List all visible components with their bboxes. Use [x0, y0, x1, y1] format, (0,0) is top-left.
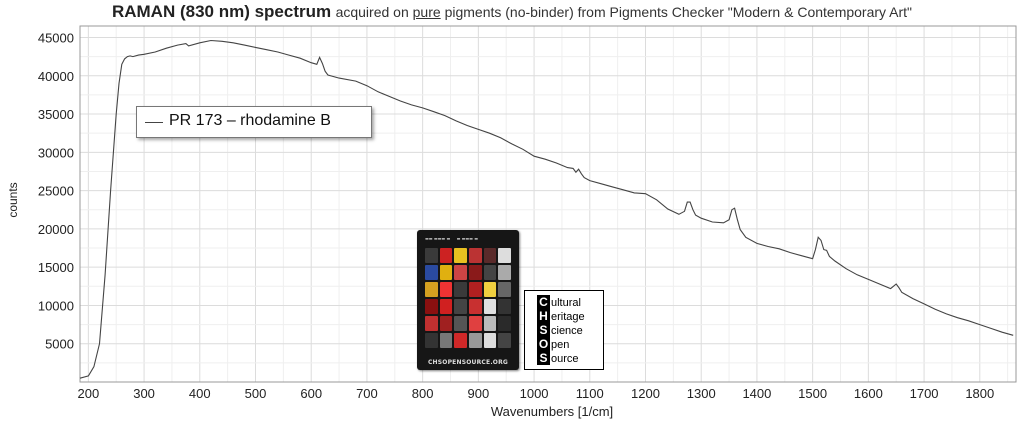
checker-swatch	[498, 333, 511, 348]
checker-swatch	[425, 248, 438, 263]
x-tick-label: 1800	[965, 386, 994, 401]
checker-swatch	[439, 265, 453, 280]
x-tick-label: 600	[300, 386, 322, 401]
x-tick-label: 500	[245, 386, 267, 401]
checker-swatch	[498, 316, 511, 331]
checker-swatch	[498, 282, 511, 297]
x-tick-label: 200	[78, 386, 100, 401]
checker-swatch	[469, 282, 482, 297]
legend: PR 173 – rhodamine B	[136, 106, 372, 138]
y-tick-label: 10000	[38, 298, 74, 313]
checker-swatch	[469, 248, 482, 263]
checker-swatch	[439, 282, 453, 297]
x-tick-label: 1200	[631, 386, 660, 401]
legend-label: PR 173 – rhodamine B	[169, 112, 331, 129]
y-tick-label: 20000	[38, 222, 74, 237]
checker-swatch	[425, 316, 438, 331]
checker-swatch	[454, 282, 467, 297]
y-tick-label: 25000	[38, 184, 74, 199]
title-sub: acquired on pure pigments (no-binder) fr…	[336, 4, 912, 20]
x-tick-label: 1600	[854, 386, 883, 401]
checker-swatch	[483, 248, 497, 263]
checker-swatch	[439, 248, 453, 263]
checker-swatch	[454, 316, 467, 331]
x-axis-ticks: 200 300 400 500 600 700 800 900 1000 1100 1200 1300…	[78, 386, 995, 401]
y-tick-label: 30000	[38, 145, 74, 160]
y-axis-label: counts	[6, 182, 20, 217]
x-tick-label: 1000	[520, 386, 549, 401]
checker-swatch	[454, 299, 467, 314]
checker-swatch	[483, 316, 497, 331]
x-tick-label: 700	[356, 386, 378, 401]
checker-swatch	[425, 333, 438, 348]
series-line-rhodamine-b	[79, 39, 1014, 379]
checker-header: ▬▬ ▬▬▬ ▬ ▬ ▬▬▬ ▬	[425, 236, 479, 241]
y-axis-ticks: 5000 10000 15000 20000 25000 30000 35000 40000 4…	[38, 30, 74, 351]
x-tick-label: 1700	[910, 386, 939, 401]
x-tick-label: 1500	[798, 386, 827, 401]
pigments-checker-image: ▬▬ ▬▬▬ ▬ ▬ ▬▬▬ ▬ CHSOPENSOURCE.ORG	[417, 230, 519, 370]
checker-swatch	[483, 282, 497, 297]
checker-swatch	[483, 299, 497, 314]
x-tick-label: 800	[412, 386, 434, 401]
checker-swatch	[469, 299, 482, 314]
title-main: RAMAN (830 nm) spectrum	[111, 2, 332, 21]
checker-swatch	[469, 333, 482, 348]
checker-swatch	[498, 299, 511, 314]
y-tick-label: 5000	[45, 337, 74, 352]
checker-swatch	[454, 265, 467, 280]
y-tick-label: 35000	[38, 107, 74, 122]
x-tick-label: 1400	[742, 386, 771, 401]
x-tick-label: 1100	[576, 386, 604, 401]
x-tick-label: 300	[133, 386, 155, 401]
checker-swatch	[483, 265, 497, 280]
checker-swatch	[483, 333, 497, 348]
y-tick-label: 15000	[38, 260, 74, 275]
checker-swatch	[439, 316, 453, 331]
x-tick-label: 400	[189, 386, 211, 401]
checker-swatch	[439, 333, 453, 348]
checker-swatch-grid	[425, 248, 511, 348]
checker-swatch	[498, 265, 511, 280]
legend-swatch	[145, 122, 163, 123]
y-tick-label: 40000	[38, 69, 74, 84]
title-sub-underlined: pure	[412, 4, 441, 20]
checker-swatch	[454, 333, 467, 348]
checker-swatch	[425, 299, 438, 314]
checker-swatch	[439, 299, 453, 314]
checker-footer: CHSOPENSOURCE.ORG	[427, 359, 509, 366]
plot-frame	[79, 25, 1017, 383]
logo-black-column	[537, 295, 550, 365]
checker-swatch	[425, 282, 438, 297]
x-tick-label: 1300	[687, 386, 716, 401]
title-sub-after: pigments (no-binder) from Pigments Check…	[444, 4, 913, 20]
title-sub-before: acquired on	[335, 4, 409, 20]
checker-swatch	[469, 316, 482, 331]
checker-swatch	[425, 265, 438, 280]
y-tick-label: 45000	[38, 30, 74, 45]
chart-grid	[80, 26, 1016, 382]
checker-swatch	[498, 248, 511, 263]
x-tick-label: 900	[468, 386, 490, 401]
checker-swatch	[469, 265, 482, 280]
chart-title: RAMAN (830 nm) spectrum acquired on pure…	[0, 2, 1024, 22]
checker-swatch	[454, 248, 467, 263]
x-axis-label: Wavenumbers [1/cm]	[491, 404, 613, 419]
